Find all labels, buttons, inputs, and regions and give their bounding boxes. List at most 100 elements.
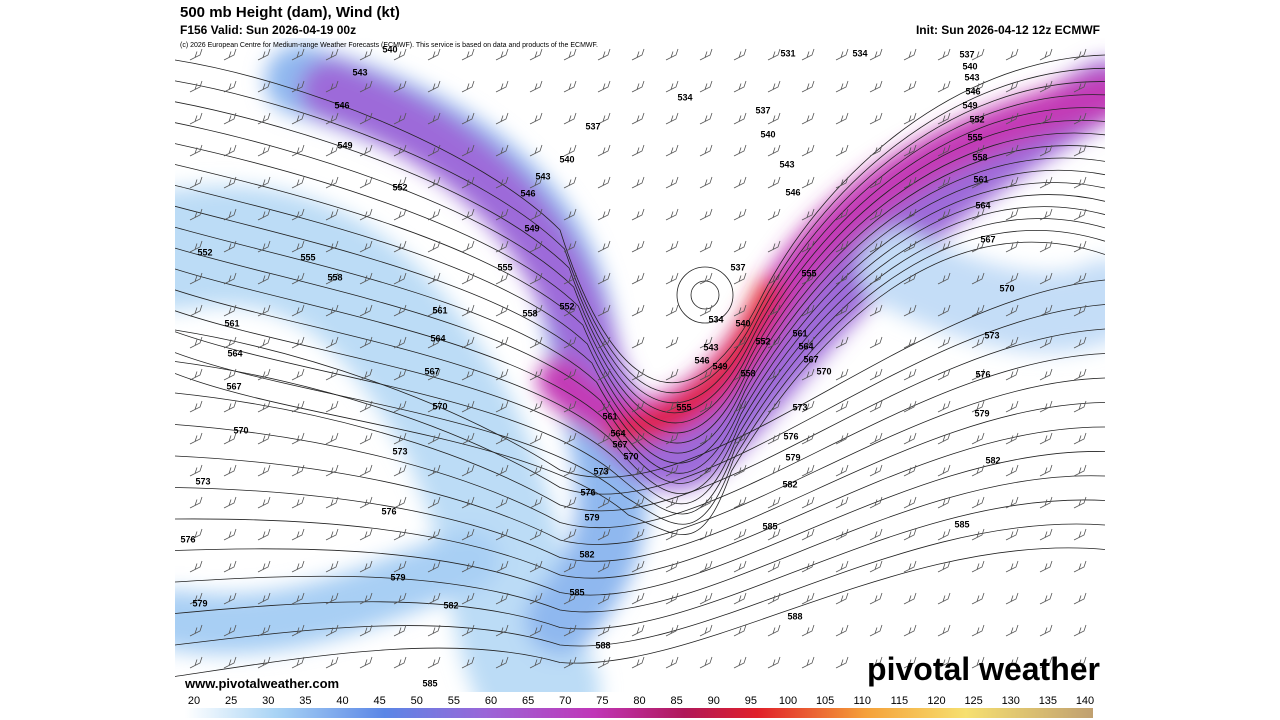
wind-barb <box>597 432 611 445</box>
wind-barb <box>1073 400 1087 413</box>
wind-barb <box>563 368 577 381</box>
wind-barb <box>563 560 577 573</box>
contour-label: 537 <box>959 49 974 59</box>
wind-barb <box>291 656 305 669</box>
wind-barb <box>529 464 543 477</box>
wind-barb <box>665 464 679 477</box>
wind-barb <box>189 80 203 93</box>
wind-barb <box>1005 304 1019 317</box>
wind-barb <box>733 368 747 381</box>
wind-barb <box>597 112 611 125</box>
wind-barb <box>665 656 679 669</box>
wind-barb <box>359 304 373 317</box>
wind-barb <box>971 48 985 61</box>
contour-label: 546 <box>965 86 980 96</box>
wind-barb <box>835 112 849 125</box>
wind-barb <box>461 272 475 285</box>
wind-barb <box>1039 208 1053 221</box>
contour-label: 579 <box>785 452 800 462</box>
contour-label: 567 <box>424 366 439 376</box>
wind-barb <box>393 624 407 637</box>
wind-barb <box>733 464 747 477</box>
wind-barb <box>223 208 237 221</box>
contour-line <box>175 182 1105 484</box>
contour-label: 534 <box>852 48 867 58</box>
contour-label: 549 <box>962 100 977 110</box>
wind-barb <box>393 432 407 445</box>
contour-line <box>175 145 1105 454</box>
wind-barb <box>189 240 203 253</box>
wind-barb <box>461 560 475 573</box>
wind-barb <box>597 48 611 61</box>
wind-barb <box>427 336 441 349</box>
wind-barb <box>801 400 815 413</box>
wind-barb <box>291 464 305 477</box>
wind-barb <box>631 464 645 477</box>
wind-barb <box>869 176 883 189</box>
wind-barb <box>359 208 373 221</box>
wind-barb <box>529 592 543 605</box>
wind-barb <box>903 112 917 125</box>
wind-barb <box>937 400 951 413</box>
wind-barb <box>699 528 713 541</box>
wind-barb <box>427 592 441 605</box>
wind-barb <box>189 496 203 509</box>
wind-barb <box>903 432 917 445</box>
contour-label: 585 <box>569 587 584 597</box>
wind-barb <box>291 144 305 157</box>
colorbar-tick-label: 120 <box>927 695 945 707</box>
contour-line <box>175 279 1105 478</box>
contour-label: 588 <box>787 611 802 621</box>
wind-barb <box>257 656 271 669</box>
wind-barb <box>869 432 883 445</box>
wind-barb <box>529 496 543 509</box>
wind-barb <box>597 304 611 317</box>
contour-label: 582 <box>782 479 797 489</box>
wind-barb <box>665 400 679 413</box>
contour-label: 576 <box>180 534 195 544</box>
wind-barb <box>937 624 951 637</box>
wind-barb <box>359 80 373 93</box>
contour-label: 582 <box>985 455 1000 465</box>
wind-barb <box>733 112 747 125</box>
wind-barb <box>427 112 441 125</box>
contour-label: 585 <box>954 519 969 529</box>
wind-barb <box>971 496 985 509</box>
wind-barb <box>801 656 815 669</box>
wind-barb <box>223 272 237 285</box>
contour-line <box>175 81 1105 404</box>
wind-barb <box>427 48 441 61</box>
contour-line <box>175 426 1105 579</box>
wind-barb <box>1005 528 1019 541</box>
wind-barb <box>393 496 407 509</box>
wind-barb <box>1005 80 1019 93</box>
wind-barb <box>495 240 509 253</box>
contour-label: 573 <box>195 476 210 486</box>
wind-barb <box>597 144 611 157</box>
wind-barb <box>631 560 645 573</box>
wind-barb <box>631 144 645 157</box>
wind-barb <box>189 432 203 445</box>
wind-barb <box>461 208 475 221</box>
wind-barb <box>699 144 713 157</box>
wind-barb <box>733 208 747 221</box>
wind-barb <box>597 496 611 509</box>
wind-barb <box>393 400 407 413</box>
wind-barb <box>597 464 611 477</box>
wind-barb <box>495 400 509 413</box>
wind-barb <box>1073 464 1087 477</box>
contour-label: 558 <box>327 272 342 282</box>
wind-barb <box>359 656 373 669</box>
wind-barb <box>1073 144 1087 157</box>
wind-barb <box>971 304 985 317</box>
wind-barb <box>767 464 781 477</box>
wind-barb <box>291 432 305 445</box>
wind-barb <box>1073 208 1087 221</box>
wind-barb <box>223 48 237 61</box>
wind-barb <box>631 656 645 669</box>
wind-barb <box>767 368 781 381</box>
wind-barb <box>223 336 237 349</box>
wind-barb <box>325 112 339 125</box>
wind-barb <box>529 336 543 349</box>
